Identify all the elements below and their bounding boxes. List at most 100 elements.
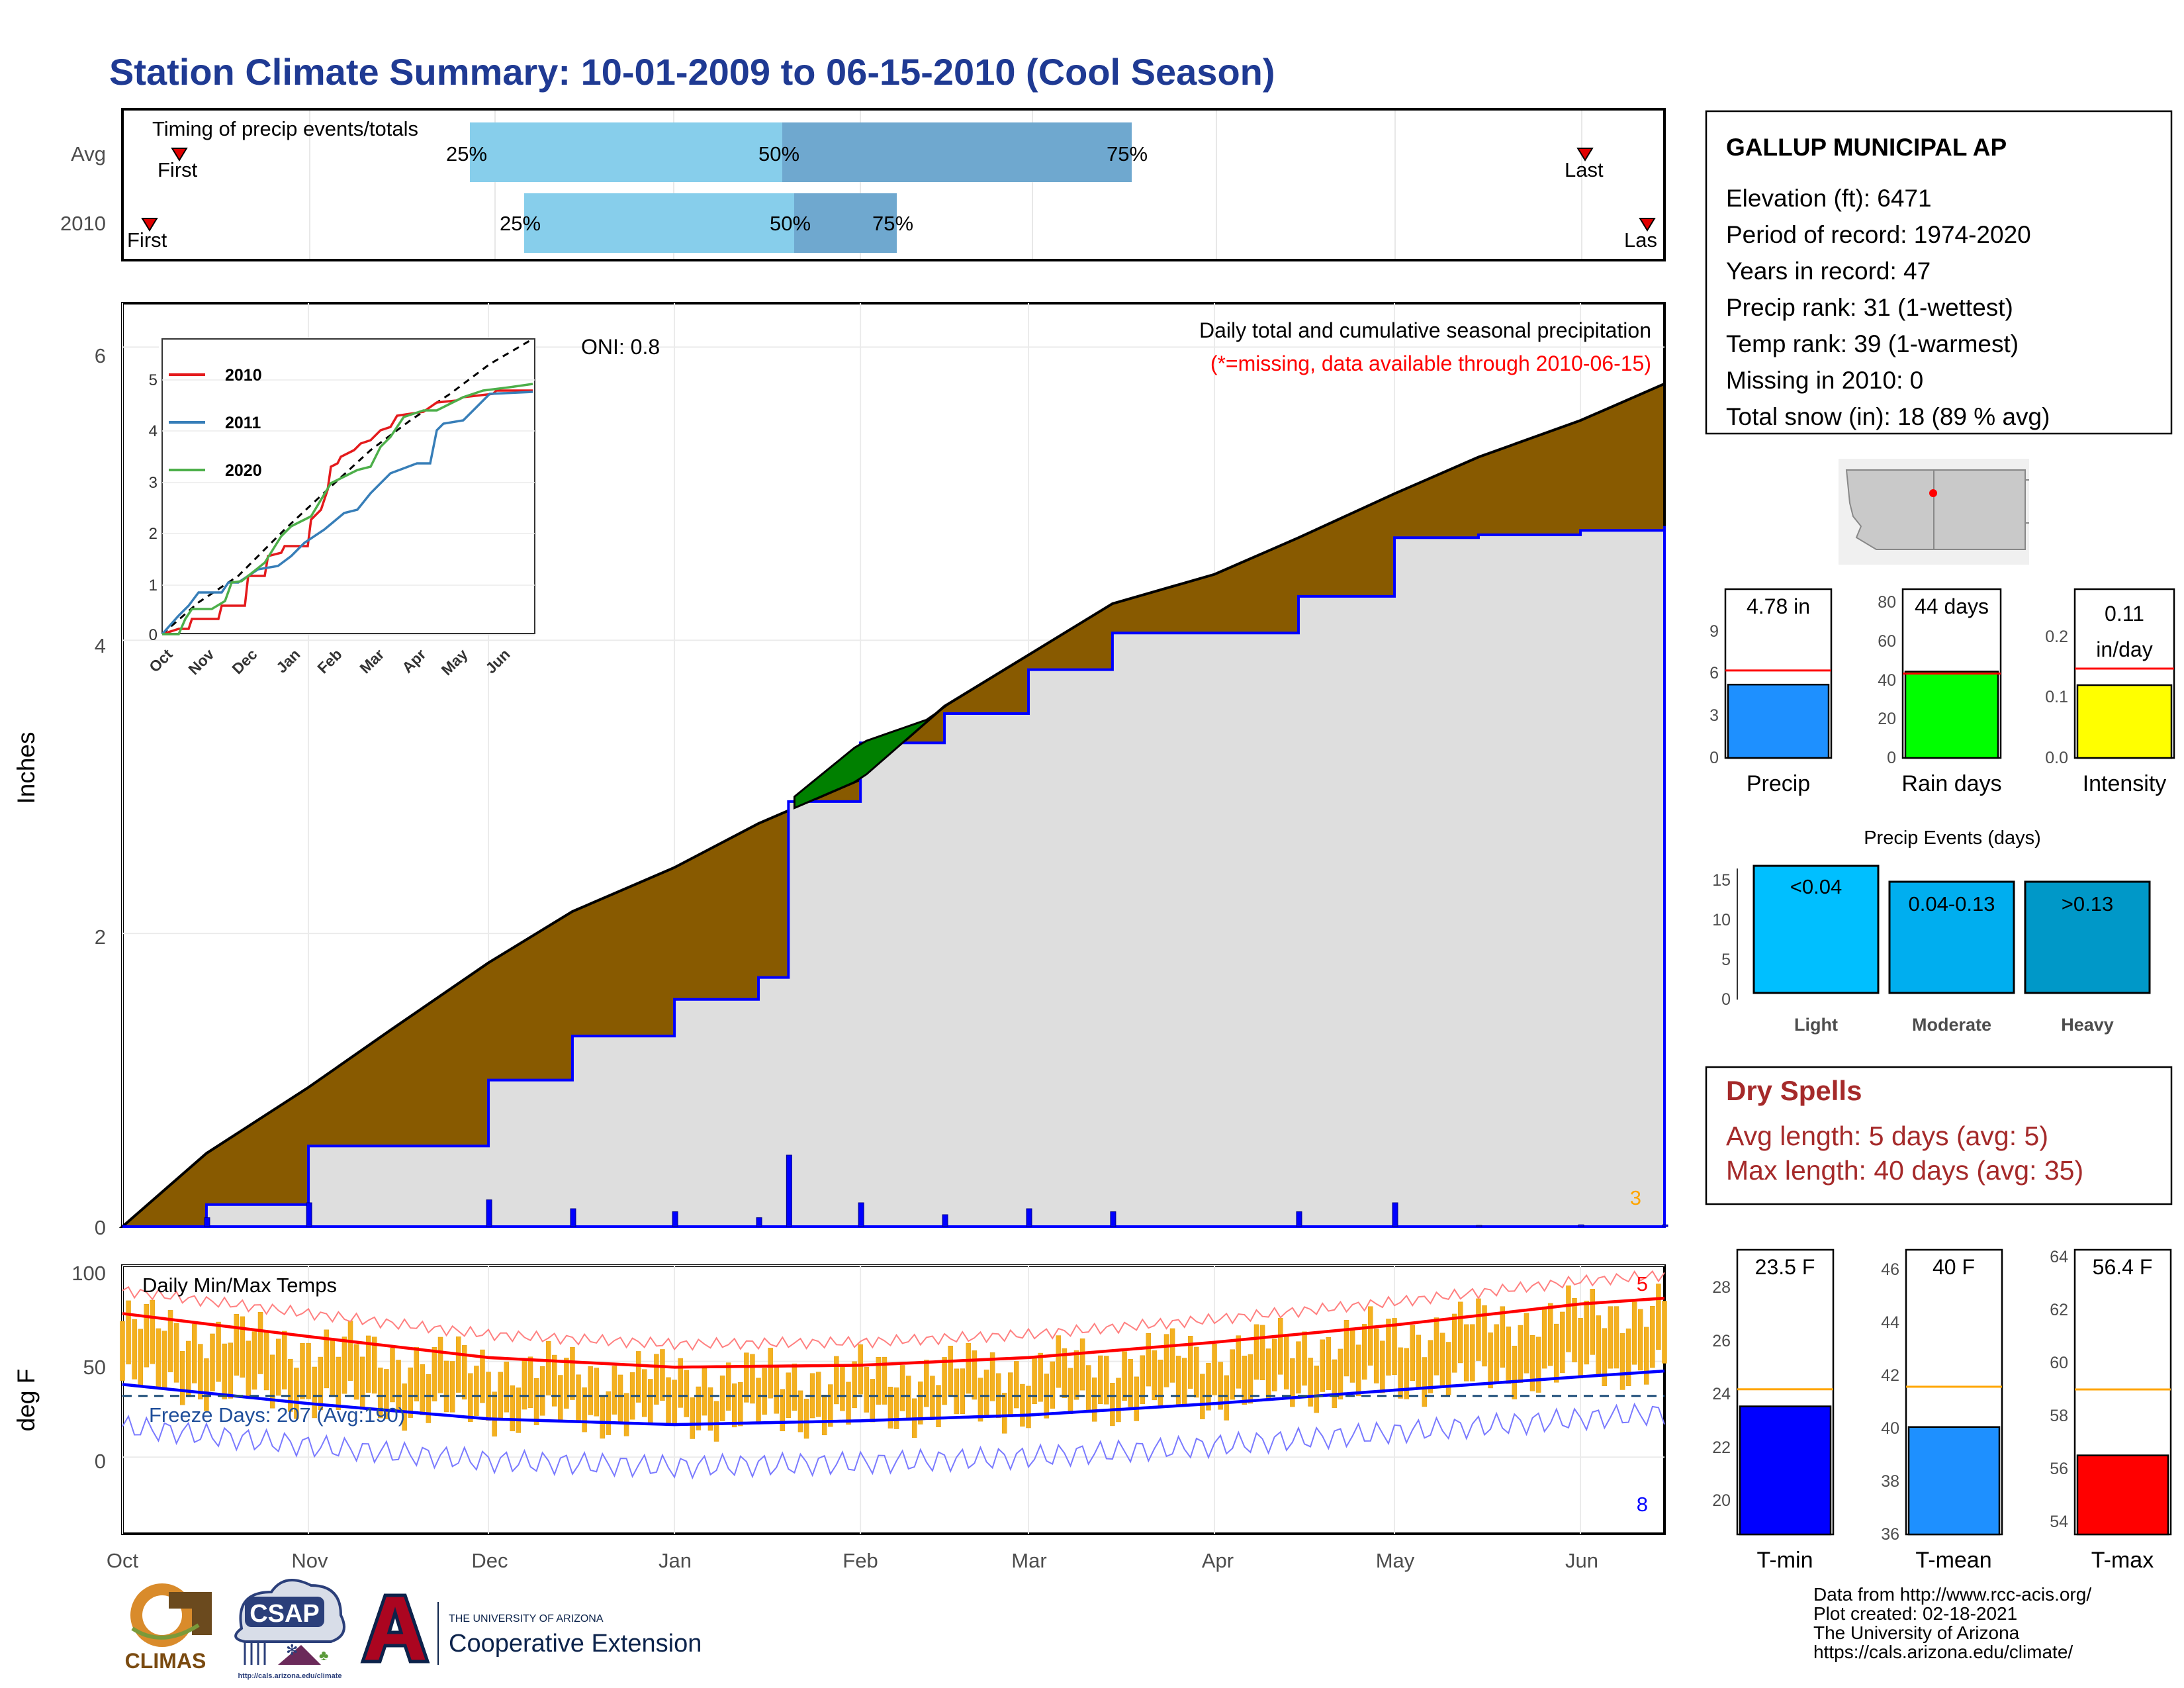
freeze-days-label: Freeze Days: 207 (Avg:190) — [149, 1403, 405, 1427]
avg-last-label: Last — [1565, 158, 1604, 181]
temp-range-bar — [864, 1366, 869, 1413]
temp-range-bar — [972, 1350, 978, 1400]
temp-range-bar — [1224, 1375, 1229, 1421]
temp-range-bar — [983, 1370, 989, 1415]
temp-range-bar — [1398, 1347, 1403, 1399]
temp-range-bar — [588, 1366, 593, 1415]
raindays-tick-60: 60 — [1878, 632, 1896, 651]
precip-count-label: 3 — [1630, 1186, 1641, 1209]
events-tick-5: 5 — [1721, 951, 1731, 969]
xtick-mar: Mar — [1011, 1549, 1046, 1572]
avg-first-marker — [171, 148, 188, 162]
temp-range-bar — [713, 1401, 719, 1442]
tmax-tick-60: 60 — [2050, 1354, 2068, 1372]
event-heavy-label: >0.13 — [2062, 892, 2113, 915]
temp-range-bar — [821, 1395, 827, 1436]
daily-precip-bar — [306, 1202, 312, 1227]
temp-range-bar — [1584, 1300, 1589, 1365]
temp-range-bar — [1181, 1358, 1187, 1407]
climas-logo: CLIMAS — [125, 1583, 212, 1673]
inset-ytick-1: 1 — [149, 577, 158, 594]
xtick-apr: Apr — [1202, 1549, 1234, 1572]
inset-legend-2020: 2020 — [225, 461, 262, 480]
temp-range-bar — [738, 1382, 743, 1427]
cactus-icon: ♣ — [319, 1647, 328, 1664]
temp-range-bar — [234, 1313, 240, 1376]
precip-events-chart: Precip Events (days) <0.04 0.04-0.13 >0.… — [1712, 827, 2151, 1035]
temp-range-bar — [1619, 1333, 1625, 1390]
temp-range-bar — [257, 1311, 263, 1374]
temp-range-bar — [887, 1386, 893, 1429]
temp-range-bar — [132, 1319, 137, 1380]
temp-range-bar — [1253, 1324, 1259, 1380]
temp-range-bar — [1512, 1346, 1518, 1399]
temp-range-bar — [150, 1299, 156, 1364]
temp-range-bar — [426, 1374, 432, 1423]
page-title: Station Climate Summary: 10-01-2009 to 0… — [109, 51, 1275, 93]
temp-count-hi: 5 — [1637, 1272, 1648, 1295]
average-max-line — [122, 1296, 1665, 1369]
temp-range-bar — [1386, 1319, 1391, 1376]
temp-range-bar — [648, 1379, 653, 1425]
daily-precip-bar — [672, 1211, 678, 1227]
temp-range-bar — [1637, 1309, 1643, 1371]
tmean-value-label: 40 F — [1933, 1255, 1975, 1279]
temp-range-bar — [1578, 1318, 1583, 1379]
temp-range-bar — [1433, 1317, 1439, 1376]
temp-range-bar — [719, 1376, 725, 1421]
intensity-value-label: 0.11 — [2105, 602, 2144, 626]
temp-range-bar — [1116, 1378, 1121, 1423]
inset-legend-2011: 2011 — [225, 414, 261, 432]
temp-range-bar — [1278, 1317, 1283, 1375]
temp-range-bar — [1547, 1303, 1553, 1366]
tmean-bar — [1907, 1426, 2001, 1536]
temp-range-bar — [204, 1358, 209, 1411]
temp-range-bar — [1296, 1341, 1301, 1393]
inset-ytick-4: 4 — [149, 422, 158, 440]
xtick-may: May — [1376, 1549, 1415, 1572]
temp-range-bar — [792, 1363, 797, 1411]
temp-range-bar — [437, 1336, 443, 1393]
daily-precip-bar — [1578, 1224, 1584, 1227]
info-elevation: Elevation (ft): 6471 — [1726, 185, 1932, 212]
temp-range-bar — [324, 1329, 329, 1389]
inset-ytick-5: 5 — [149, 371, 158, 389]
avg-first-label: First — [158, 158, 198, 181]
event-light-label: <0.04 — [1790, 875, 1842, 898]
temp-range-bar — [660, 1349, 665, 1401]
credit-data-source: Data from http://www.rcc-acis.org/ — [1813, 1584, 2091, 1605]
inset-ytick-0: 0 — [149, 626, 158, 644]
summary-intensity-bar: 0.11 in/day 0.0 0.1 0.2 Intensity — [2045, 588, 2175, 796]
temp-range-bar — [594, 1368, 599, 1417]
inset-line-2011 — [161, 391, 533, 635]
daily-precip-bar — [1026, 1208, 1032, 1227]
avg-50-75-bar — [782, 122, 1132, 182]
temp-range-bar — [558, 1375, 563, 1423]
xtick-oct: Oct — [107, 1549, 139, 1572]
precip-value-label: 4.78 in — [1747, 594, 1810, 618]
temp-range-bar — [1091, 1377, 1097, 1422]
footer-credits: Data from http://www.rcc-acis.org/ Plot … — [1813, 1584, 2091, 1662]
temp-range-bar — [924, 1360, 929, 1407]
temp-range-bar — [1104, 1356, 1109, 1405]
temp-range-bar — [455, 1336, 461, 1393]
temp-range-bar — [702, 1368, 707, 1416]
temp-range-bar — [1020, 1383, 1025, 1427]
temp-range-bar — [552, 1354, 557, 1407]
tmax-tick-64: 64 — [2050, 1248, 2068, 1266]
temp-range-bar — [882, 1356, 887, 1405]
rain-days-bar-label: Rain days — [1901, 771, 2001, 796]
temp-range-bar — [744, 1352, 749, 1403]
avg-p50-label: 50% — [758, 142, 799, 165]
precip-ytick-4: 4 — [95, 634, 106, 657]
tmin-value-label: 23.5 F — [1755, 1255, 1815, 1279]
daily-precip-bar — [1296, 1211, 1302, 1227]
temp-range-bar — [1656, 1284, 1661, 1350]
event-bar-heavy — [2024, 880, 2151, 994]
temp-range-bar — [623, 1393, 629, 1436]
temp-range-bar — [246, 1340, 251, 1397]
precip-subtitle: Daily total and cumulative seasonal prec… — [1199, 318, 1651, 342]
timing-row-2010-label: 2010 — [60, 212, 106, 235]
temp-range-bar — [1122, 1351, 1127, 1401]
info-snow: Total snow (in): 18 (89 % avg) — [1726, 403, 2050, 430]
